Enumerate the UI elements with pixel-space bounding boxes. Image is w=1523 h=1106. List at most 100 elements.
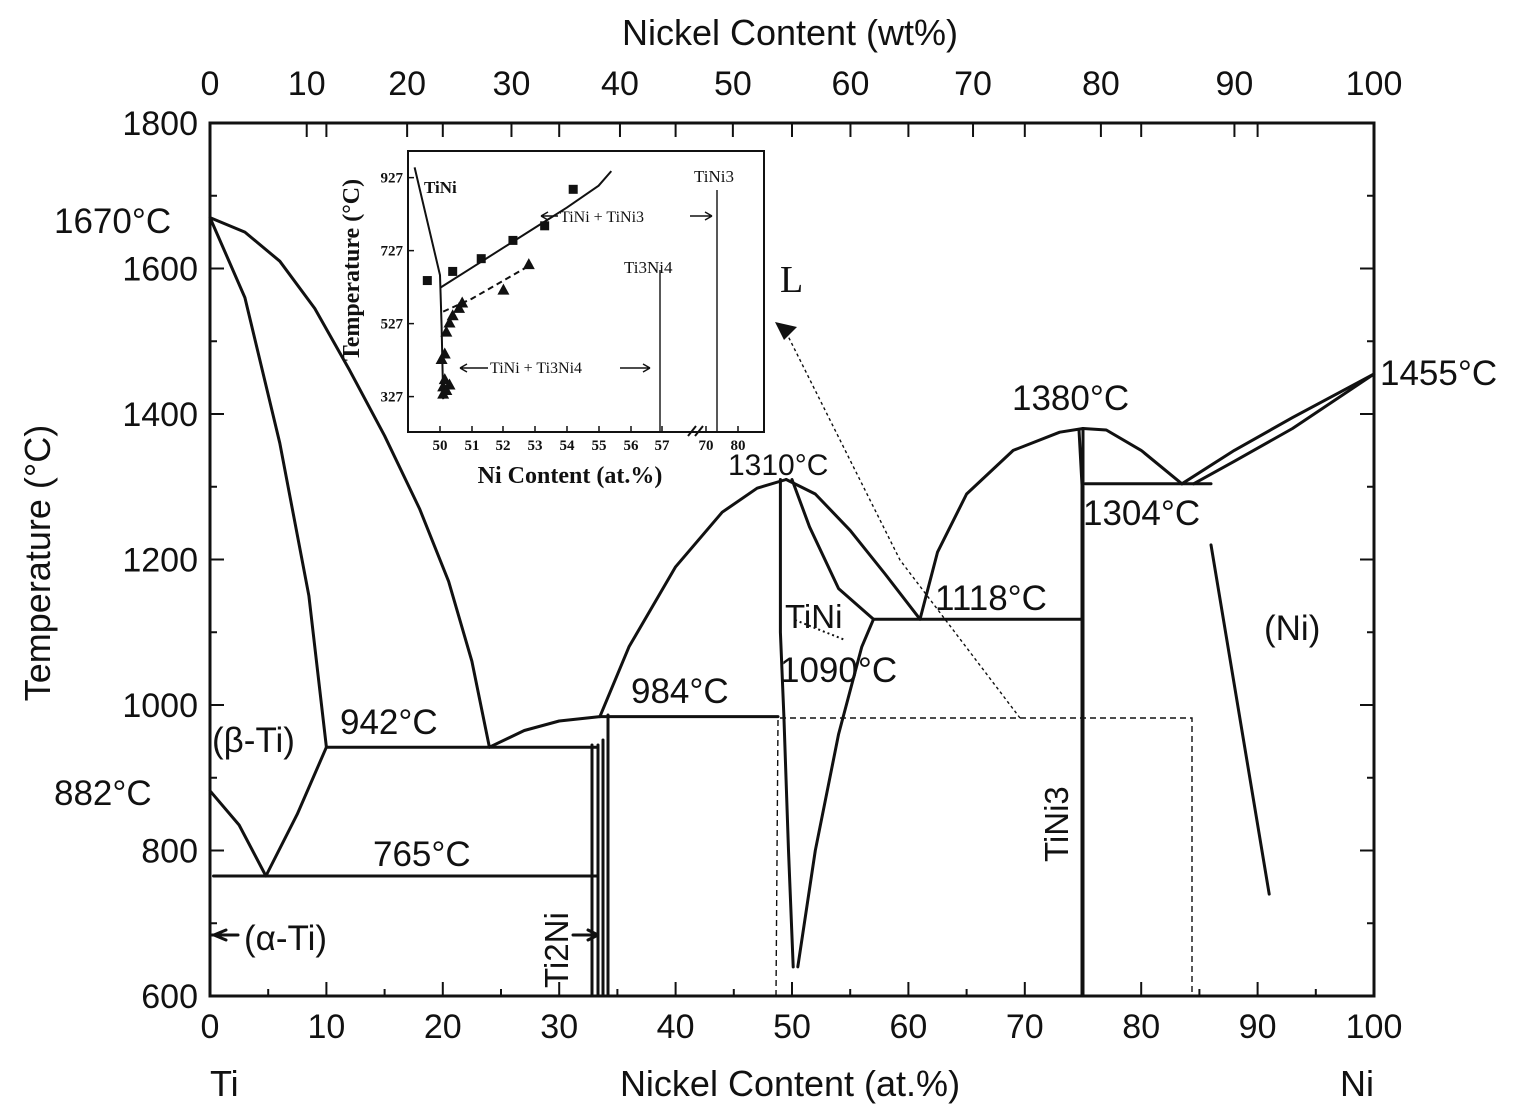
label-984: 984°C [631, 672, 729, 711]
inset-x-tick-label: 57 [655, 438, 671, 454]
inset-triangle-point [443, 378, 456, 390]
x-tick-label-bottom: 60 [889, 1008, 927, 1046]
y-tick-label: 600 [141, 978, 198, 1016]
inset-chart: 50 51 52 53 54 55 56 57 70 80 327 527 727 927 TiNi Ti… [339, 150, 765, 489]
x-tick-label-top: 80 [1082, 65, 1120, 103]
inset-triangle-point [522, 258, 535, 270]
x-tick-label-bottom: 50 [773, 1008, 811, 1046]
inset-arrow-tini3 [540, 211, 713, 221]
y-tick-label: 1000 [122, 687, 198, 725]
x-tick-label-bottom: 0 [201, 1008, 220, 1046]
inset-pointer-arrowhead [775, 322, 797, 340]
bottom-axis-title: Nickel Content (at.%) [620, 1063, 960, 1104]
end-label-ni: Ni [1340, 1063, 1374, 1104]
curve-tini-solidus-right [790, 478, 875, 621]
curve-beta-transus-right [264, 745, 328, 878]
inset-x-title: Ni Content (at.%) [478, 463, 663, 489]
inset-x-tick-label: 80 [731, 438, 746, 454]
inset-pointer-line [784, 329, 1021, 719]
label-1455: 1455°C [1380, 354, 1497, 393]
inset-triangle-point [440, 325, 453, 337]
label-tini: TiNi [785, 598, 842, 635]
label-942: 942°C [340, 703, 438, 742]
inset-x-tick-label: 50 [433, 438, 448, 454]
inset-square-point [508, 235, 518, 245]
curve-beta-solidus [208, 216, 328, 749]
y-tick-label: 1400 [122, 396, 198, 434]
inset-square-point [476, 254, 486, 264]
axis-ticks [209, 122, 1375, 997]
label-liquid: L [780, 259, 803, 301]
y-tick-label: 1600 [122, 251, 198, 289]
curve-tini3-liquidus-right [1081, 427, 1184, 486]
inset-axis-break [687, 425, 704, 437]
inset-region-box [775, 717, 1193, 997]
inset-y-tick-label: 527 [381, 317, 404, 333]
x-tick-label-top: 70 [954, 65, 992, 103]
inset-region-tini-tini3: TiNi + TiNi3 [560, 209, 644, 226]
x-tick-label-bottom: 80 [1122, 1008, 1160, 1046]
inset-triangle-point [438, 347, 451, 359]
y-tick-label: 800 [141, 833, 198, 871]
x-tick-label-top: 0 [201, 65, 220, 103]
x-tick-label-top: 20 [388, 65, 426, 103]
x-tick-label-top: 10 [288, 65, 326, 103]
inset-axis-ticks: 50 51 52 53 54 55 56 57 70 80 327 527 727 927 [381, 171, 746, 454]
axis-tick-labels: 0 10 20 30 40 50 60 70 80 90 1000 10 20 30 40 50 60 70 80 9… [122, 65, 1402, 1046]
inset-x-tick-label: 56 [624, 438, 640, 454]
y-axis-title: Temperature (°C) [17, 425, 58, 701]
x-tick-label-bottom: 40 [657, 1008, 695, 1046]
top-axis-title: Nickel Content (wt%) [622, 12, 958, 53]
inset-region-tini-ti3ni4: TiNi + Ti3Ni4 [490, 360, 582, 377]
inset-y-tick-label: 727 [381, 244, 404, 260]
x-tick-label-bottom: 90 [1239, 1008, 1277, 1046]
temperature-labels: 1670°C 1455°C 1380°C 1310°C 1304°C 1118°… [54, 202, 1497, 874]
curve-beta-transus-left [208, 789, 268, 878]
inset-square-point [540, 221, 550, 231]
curve-ni-solidus [1192, 372, 1376, 486]
inset-x-tick-label: 51 [465, 438, 480, 454]
inset-triangle-point [443, 316, 456, 328]
phase-boundaries [208, 216, 1376, 998]
inset-label-tini3: TiNi3 [694, 167, 734, 186]
label-1670: 1670°C [54, 202, 171, 241]
label-1118: 1118°C [935, 579, 1047, 618]
inset-data-points [422, 184, 578, 399]
inset-curve-solvus-solid [439, 170, 613, 289]
x-tick-label-top: 50 [714, 65, 752, 103]
inset-arrow-ti3ni4 [459, 363, 651, 373]
curve-ti2ni-liquidus [487, 715, 602, 749]
phase-labels: L (β-Ti) (α-Ti) (Ni) TiNi Ti2Ni TiNi3 [212, 259, 1320, 988]
inset-triangle-point [438, 373, 451, 385]
label-1380: 1380°C [1012, 379, 1129, 418]
tini-order-line [794, 619, 846, 641]
curve-tini-liquidus-left [598, 478, 788, 719]
inset-y-title: Temperature (°C) [339, 179, 365, 361]
x-tick-label-top: 100 [1346, 65, 1403, 103]
inset-x-tick-label: 55 [592, 438, 607, 454]
curve-tini-left-boundary [778, 478, 795, 969]
end-label-ti: Ti [210, 1063, 239, 1104]
label-1310: 1310°C [728, 449, 828, 482]
curve-tini3-liquidus-left [918, 427, 1085, 621]
curve-ni-liquidus [1180, 372, 1376, 486]
inset-x-tick-label: 53 [528, 438, 543, 454]
inset-square-point [422, 276, 432, 286]
inset-frame [407, 150, 765, 433]
x-tick-label-top: 90 [1216, 65, 1254, 103]
label-ti2ni: Ti2Ni [538, 912, 575, 988]
x-tick-label-bottom: 30 [540, 1008, 578, 1046]
label-ni-phase: (Ni) [1264, 609, 1320, 648]
inset-x-tick-label: 70 [699, 438, 714, 454]
inset-y-tick-label: 327 [381, 390, 404, 406]
x-tick-label-top: 40 [601, 65, 639, 103]
label-1090: 1090°C [780, 651, 897, 690]
inset-y-tick-label: 927 [381, 171, 404, 187]
inset-label-tini: TiNi [424, 178, 457, 197]
ti2ni-line [590, 743, 600, 998]
inset-x-tick-label: 52 [496, 438, 511, 454]
y-tick-label: 1800 [122, 105, 198, 143]
inset-triangle-point [456, 296, 469, 308]
curve-beta-liquidus [208, 216, 491, 749]
